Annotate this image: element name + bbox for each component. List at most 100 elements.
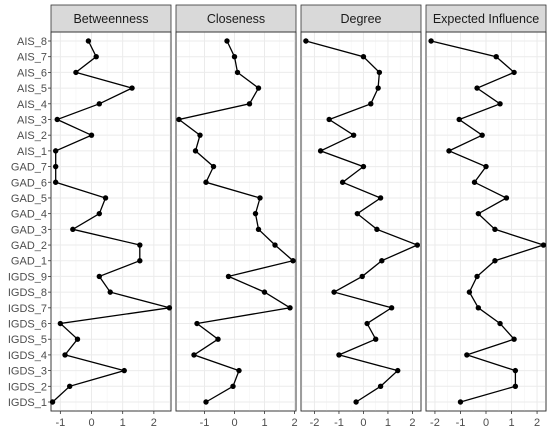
facet-strip-expected-influence xyxy=(425,4,547,33)
data-point-closeness-igds-5 xyxy=(215,336,221,342)
data-point-betweenness-ais-4 xyxy=(96,101,103,107)
data-point-degree-gad-2 xyxy=(414,242,421,248)
data-point-betweenness-ais-2 xyxy=(88,132,95,138)
data-point-degree-igds-8 xyxy=(331,289,337,295)
data-point-expected-influence-gad-2 xyxy=(540,242,547,248)
y-tick-label-igds-9: IGDS_9 xyxy=(8,271,47,283)
data-point-closeness-ais-2 xyxy=(197,132,203,138)
data-point-expected-influence-igds-2 xyxy=(512,383,519,390)
y-tick-label-gad-4: GAD_4 xyxy=(11,209,47,221)
data-point-expected-influence-igds-7 xyxy=(475,305,482,311)
series-line-betweenness xyxy=(52,40,170,403)
data-point-degree-gad-4 xyxy=(354,210,361,217)
data-point-betweenness-ais-1 xyxy=(52,148,59,154)
data-point-degree-igds-6 xyxy=(364,320,370,327)
data-point-closeness-gad-5 xyxy=(257,195,263,201)
data-point-closeness-igds-2 xyxy=(230,383,236,390)
y-tick-label-gad-2: GAD_2 xyxy=(11,240,47,252)
x-tick-label-degree: 2 xyxy=(409,417,415,429)
y-tick-label-igds-2: IGDS_2 xyxy=(8,381,47,393)
strip-layer: Betweenness Closeness Degree Expected Influ… xyxy=(50,4,547,33)
y-tick-label-igds-3: IGDS_3 xyxy=(8,366,47,378)
facet-strip-betweenness xyxy=(50,4,172,33)
x-tick-label-closeness: 0 xyxy=(231,417,237,429)
y-tick-label-igds-5: IGDS_5 xyxy=(8,334,47,346)
x-tick-label-expected-influence: 2 xyxy=(534,417,540,429)
data-point-degree-ais-4 xyxy=(368,101,374,107)
data-point-expected-influence-igds-6 xyxy=(497,320,503,327)
data-point-degree-ais-8 xyxy=(303,38,309,44)
data-point-degree-gad-7 xyxy=(360,163,367,170)
y-axis: IGDS_1 IGDS_2 IGDS_3 IGDS_4 IGDS_5 IGDS_6 IGDS… xyxy=(8,36,51,409)
data-point-betweenness-igds-6 xyxy=(57,320,64,327)
y-tick-label-igds-7: IGDS_7 xyxy=(8,303,47,315)
data-point-degree-igds-3 xyxy=(395,367,401,374)
x-tick-label-degree: 1 xyxy=(385,417,391,429)
data-point-betweenness-igds-7 xyxy=(166,305,173,311)
data-point-betweenness-gad-1 xyxy=(137,258,143,264)
x-tick-label-closeness: 2 xyxy=(291,417,297,429)
data-point-betweenness-igds-8 xyxy=(107,289,113,295)
data-point-expected-influence-igds-3 xyxy=(512,367,519,374)
y-tick-label-gad-1: GAD_1 xyxy=(11,256,47,268)
panel-border xyxy=(175,31,297,412)
data-point-betweenness-gad-5 xyxy=(102,195,109,201)
data-point-betweenness-gad-6 xyxy=(52,179,59,185)
data-point-betweenness-ais-5 xyxy=(129,85,135,91)
y-tick-label-ais-5: AIS_5 xyxy=(17,83,47,95)
panel-closeness xyxy=(175,31,297,412)
x-tick-label-degree: -2 xyxy=(310,417,320,429)
data-point-expected-influence-ais-7 xyxy=(493,53,499,60)
data-point-closeness-igds-4 xyxy=(191,352,197,358)
y-tick-label-ais-1: AIS_1 xyxy=(17,146,47,158)
data-point-expected-influence-igds-8 xyxy=(466,289,473,295)
facet-title-expected-influence: Expected Influence xyxy=(433,12,539,26)
x-tick-label-expected-influence: 0 xyxy=(483,417,489,429)
y-tick-label-igds-4: IGDS_4 xyxy=(8,350,47,362)
data-point-betweenness-igds-3 xyxy=(121,367,127,374)
data-point-expected-influence-gad-7 xyxy=(483,163,489,170)
panel-degree xyxy=(300,31,422,412)
data-point-closeness-gad-7 xyxy=(210,163,217,170)
data-point-betweenness-gad-2 xyxy=(137,242,143,248)
data-point-expected-influence-gad-3 xyxy=(492,226,498,233)
data-point-degree-igds-4 xyxy=(336,352,342,358)
data-point-closeness-ais-5 xyxy=(255,85,262,91)
data-point-closeness-gad-2 xyxy=(272,242,278,248)
data-point-closeness-igds-3 xyxy=(236,367,242,374)
y-tick-label-gad-3: GAD_3 xyxy=(11,224,47,236)
data-point-expected-influence-ais-6 xyxy=(511,69,517,76)
y-tick-label-ais-3: AIS_3 xyxy=(17,114,47,126)
data-point-degree-ais-7 xyxy=(360,53,367,60)
x-tick-label-closeness: -1 xyxy=(200,417,210,429)
data-point-degree-ais-1 xyxy=(317,148,324,154)
data-point-degree-igds-7 xyxy=(388,305,395,311)
data-point-expected-influence-gad-1 xyxy=(492,258,498,264)
data-point-expected-influence-gad-5 xyxy=(503,195,510,201)
data-point-closeness-gad-3 xyxy=(255,226,262,233)
data-point-degree-ais-6 xyxy=(376,69,383,76)
data-point-degree-gad-5 xyxy=(377,195,384,201)
data-point-degree-igds-1 xyxy=(353,399,359,405)
data-point-closeness-igds-9 xyxy=(225,273,232,280)
data-point-betweenness-ais-3 xyxy=(54,116,60,123)
series-layer xyxy=(49,38,547,405)
data-point-degree-gad-3 xyxy=(374,226,380,233)
x-tick-label-expected-influence: -1 xyxy=(456,417,466,429)
data-point-degree-igds-2 xyxy=(377,383,384,390)
data-point-betweenness-gad-4 xyxy=(96,210,103,217)
data-point-betweenness-ais-7 xyxy=(93,53,99,60)
data-point-expected-influence-ais-4 xyxy=(497,101,503,107)
data-point-expected-influence-gad-6 xyxy=(471,179,478,185)
data-point-degree-gad-6 xyxy=(339,179,346,185)
series-line-closeness xyxy=(177,40,295,403)
x-tick-label-degree: 0 xyxy=(360,417,366,429)
data-point-betweenness-ais-8 xyxy=(85,38,92,44)
data-point-closeness-igds-8 xyxy=(261,289,268,295)
y-tick-label-gad-7: GAD_7 xyxy=(11,162,47,174)
series-line-expected-influence xyxy=(430,40,546,403)
data-point-degree-ais-3 xyxy=(326,116,332,123)
facet-title-degree: Degree xyxy=(341,12,382,26)
data-point-closeness-gad-1 xyxy=(290,258,296,264)
